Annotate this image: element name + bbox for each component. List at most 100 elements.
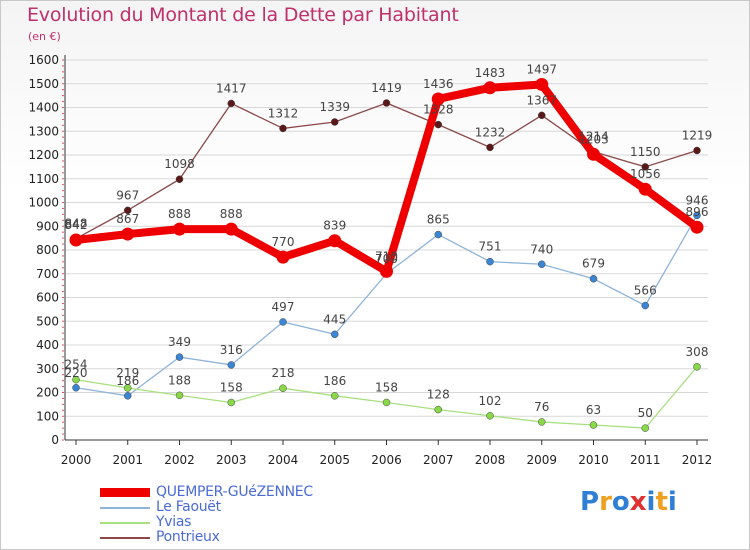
x-tick-label: 2012 xyxy=(682,453,713,467)
data-labels: 220 186 349 316 497 445 700 865 751 740 679 566 946 2… xyxy=(65,62,713,420)
chart-title: Evolution du Montant de la Dette par Hab… xyxy=(27,4,459,26)
data-label: 1056 xyxy=(630,167,661,181)
series-line-quemper-gu-zennec xyxy=(72,80,701,276)
data-point xyxy=(693,211,701,220)
data-point xyxy=(690,220,704,234)
data-label: 497 xyxy=(272,300,295,314)
data-point xyxy=(124,206,132,215)
y-tick-label: 1100 xyxy=(28,172,59,186)
data-label: 1328 xyxy=(423,103,454,117)
data-label: 1339 xyxy=(319,100,350,114)
data-label: 1098 xyxy=(164,157,195,171)
data-label: 1214 xyxy=(578,130,609,144)
data-label: 128 xyxy=(427,388,450,402)
data-point xyxy=(693,363,701,371)
data-label: 679 xyxy=(582,257,605,271)
y-tick-label: 1300 xyxy=(28,124,59,138)
data-label: 445 xyxy=(323,312,346,326)
y-tick-label: 1200 xyxy=(28,148,59,162)
data-point xyxy=(641,301,649,310)
data-point xyxy=(589,274,598,283)
data-point xyxy=(641,163,649,171)
data-label: 220 xyxy=(65,366,88,380)
data-point xyxy=(589,421,598,429)
x-tick-label: 2006 xyxy=(371,453,402,467)
data-label: 158 xyxy=(220,380,243,394)
x-tick-label: 2002 xyxy=(164,453,195,467)
data-label: 888 xyxy=(220,207,243,221)
y-tick-label: 700 xyxy=(36,267,59,281)
x-tick-label: 2005 xyxy=(319,453,350,467)
x-tick-label: 2004 xyxy=(268,453,299,467)
y-tick-label: 1000 xyxy=(28,196,59,210)
data-point xyxy=(279,384,287,392)
data-point xyxy=(382,398,391,407)
data-label: 1150 xyxy=(630,145,661,159)
data-label: 839 xyxy=(323,219,346,233)
data-label: 50 xyxy=(638,406,653,420)
data-label: 254 xyxy=(65,358,88,372)
chart-subtitle: (en €) xyxy=(28,30,61,43)
logo-letter: i xyxy=(646,487,656,517)
data-point xyxy=(380,264,393,278)
data-point xyxy=(538,260,546,268)
data-point xyxy=(434,230,442,239)
data-label: 1436 xyxy=(423,77,454,91)
data-point xyxy=(331,330,339,339)
data-point xyxy=(175,175,184,183)
y-tick-label: 500 xyxy=(36,314,59,328)
data-label: 186 xyxy=(323,374,346,388)
y-tick-label: 100 xyxy=(36,409,59,423)
y-tick-label: 300 xyxy=(36,362,59,376)
x-tick-label: 2009 xyxy=(526,453,557,467)
y-tick-label: 1400 xyxy=(28,101,59,115)
data-point xyxy=(535,77,549,91)
data-point xyxy=(276,250,290,264)
data-point xyxy=(486,143,494,152)
data-label: 219 xyxy=(116,366,139,380)
legend-swatch xyxy=(100,522,150,524)
data-point xyxy=(124,384,132,392)
data-point xyxy=(331,392,339,400)
data-label: 76 xyxy=(534,400,549,414)
data-point xyxy=(638,182,652,196)
logo-letter: t xyxy=(655,487,668,517)
logo-letter: i xyxy=(667,487,677,517)
grid-lines xyxy=(65,59,708,441)
data-label: 842 xyxy=(65,218,88,232)
x-tick-label: 2007 xyxy=(423,453,454,467)
data-label: 308 xyxy=(686,345,709,359)
data-point xyxy=(693,146,701,155)
data-label: 566 xyxy=(634,284,657,298)
data-point xyxy=(641,424,649,432)
x-tick-label: 2003 xyxy=(216,453,247,467)
data-label: 102 xyxy=(479,394,502,408)
y-tick-label: 200 xyxy=(36,386,59,400)
data-point xyxy=(173,222,186,236)
legend-label: QUEMPER-GUéZENNEC xyxy=(156,484,313,500)
data-label: 865 xyxy=(427,213,450,227)
data-label: 188 xyxy=(168,373,191,387)
data-label: 1219 xyxy=(682,128,713,142)
y-tick-label: 1500 xyxy=(28,77,59,91)
data-label: 946 xyxy=(686,193,709,207)
data-label: 1367 xyxy=(526,93,557,107)
data-label: 218 xyxy=(272,366,295,380)
logo-letter: o xyxy=(611,487,630,517)
y-tick-label: 1600 xyxy=(28,53,59,67)
data-point xyxy=(486,257,494,266)
data-label: 1203 xyxy=(578,132,609,146)
y-tick-label: 600 xyxy=(36,291,59,305)
y-tick-label: 900 xyxy=(36,219,59,233)
data-label: 1497 xyxy=(526,62,557,76)
data-point xyxy=(434,120,442,129)
data-label: 1419 xyxy=(371,81,402,95)
data-point xyxy=(434,405,442,414)
series-lines xyxy=(69,77,704,432)
data-label: 1483 xyxy=(475,66,506,80)
data-point xyxy=(587,147,600,161)
data-point xyxy=(538,418,546,426)
data-point xyxy=(279,318,287,326)
